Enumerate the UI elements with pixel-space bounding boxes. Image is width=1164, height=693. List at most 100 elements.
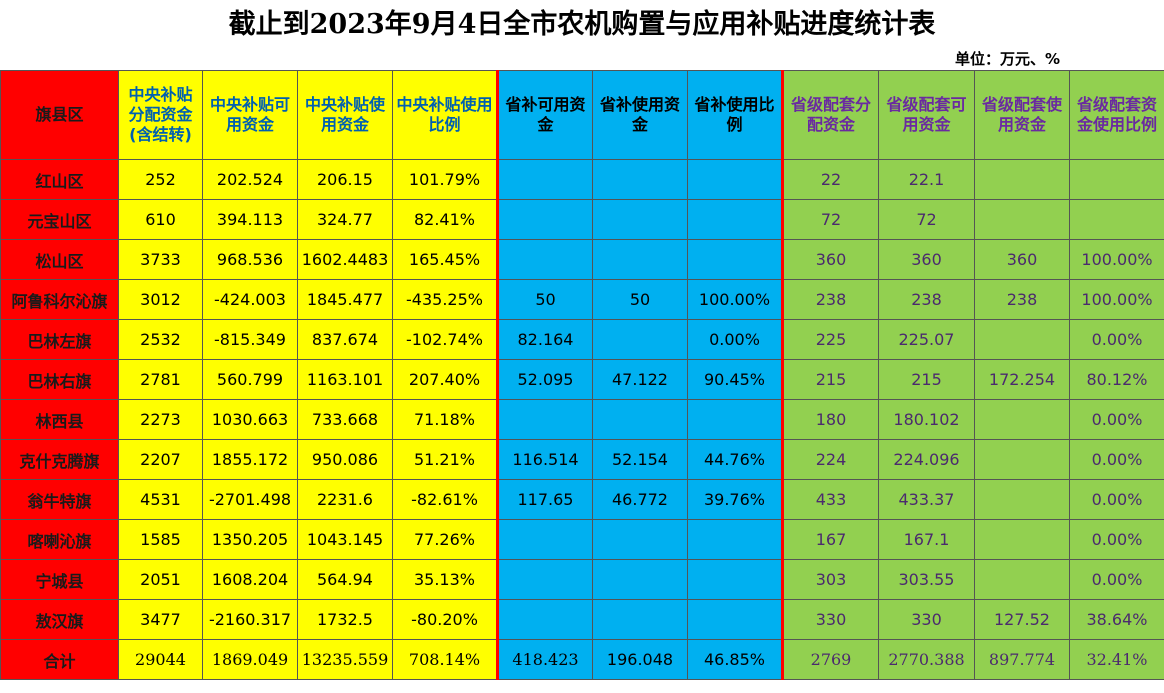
value-cell — [497, 199, 593, 240]
value-cell: -815.349 — [202, 319, 298, 360]
data-row: 翁牛特旗 4531 -2701.498 2231.6 -82.61% 117.65 46.7… — [0, 479, 1164, 520]
value-cell: 2231.6 — [297, 479, 393, 520]
value-cell: 225.07 — [878, 319, 975, 360]
value-cell: 3733 — [118, 239, 203, 280]
value-cell — [687, 559, 784, 600]
value-cell — [592, 159, 688, 200]
region-cell: 喀喇沁旗 — [0, 519, 119, 560]
region-cell: 松山区 — [0, 239, 119, 280]
value-cell: 13235.559 — [297, 639, 393, 680]
value-cell — [1069, 159, 1164, 200]
value-cell: -2160.317 — [202, 599, 298, 640]
value-cell: 418.423 — [497, 639, 593, 680]
value-cell: 117.65 — [497, 479, 593, 520]
header-row: 旗县区 中央补贴分配资金(含结转) 中央补贴可用资金 中央补贴使用资金 中央补贴使用比例… — [0, 70, 1164, 160]
value-cell: 116.514 — [497, 439, 593, 480]
value-cell: 0.00% — [1069, 559, 1164, 600]
value-cell: 1043.145 — [297, 519, 393, 560]
data-row: 阿鲁科尔沁旗 3012 -424.003 1845.477 -435.25% 50 50 10… — [0, 279, 1164, 320]
value-cell: 29044 — [118, 639, 203, 680]
value-cell: 330 — [782, 599, 879, 640]
value-cell: 303.55 — [878, 559, 975, 600]
value-cell: 1163.101 — [297, 359, 393, 400]
data-row: 红山区 252 202.524 206.15 101.79% 22 22.1 — [0, 159, 1164, 200]
value-cell: 82.164 — [497, 319, 593, 360]
data-row: 喀喇沁旗 1585 1350.205 1043.145 77.26% 167 167.1 0.… — [0, 519, 1164, 560]
value-cell: 324.77 — [297, 199, 393, 240]
value-cell: 0.00% — [1069, 519, 1164, 560]
value-cell: 46.772 — [592, 479, 688, 520]
value-cell: 100.00% — [1069, 279, 1164, 320]
value-cell: 2051 — [118, 559, 203, 600]
value-cell: 330 — [878, 599, 975, 640]
value-cell: 733.668 — [297, 399, 393, 440]
value-cell: -102.74% — [392, 319, 499, 360]
value-cell: 1869.049 — [202, 639, 298, 680]
value-cell — [974, 159, 1070, 200]
header-cell: 中央补贴使用比例 — [392, 70, 499, 160]
value-cell: 80.12% — [1069, 359, 1164, 400]
value-cell — [497, 239, 593, 280]
value-cell: 2781 — [118, 359, 203, 400]
value-cell: 1845.477 — [297, 279, 393, 320]
region-cell: 林西县 — [0, 399, 119, 440]
value-cell: 22 — [782, 159, 879, 200]
data-row: 克什克腾旗 2207 1855.172 950.086 51.21% 116.514 52.… — [0, 439, 1164, 480]
value-cell — [974, 439, 1070, 480]
value-cell: -80.20% — [392, 599, 499, 640]
value-cell: 22.1 — [878, 159, 975, 200]
value-cell: 165.45% — [392, 239, 499, 280]
value-cell: 560.799 — [202, 359, 298, 400]
header-cell: 省级配套资金使用比例 — [1069, 70, 1164, 160]
value-cell: 394.113 — [202, 199, 298, 240]
value-cell: 897.774 — [974, 639, 1070, 680]
data-row: 巴林右旗 2781 560.799 1163.101 207.40% 52.095 47.1… — [0, 359, 1164, 400]
value-cell: 2532 — [118, 319, 203, 360]
value-cell — [974, 399, 1070, 440]
value-cell: 1585 — [118, 519, 203, 560]
value-cell: 100.00% — [687, 279, 784, 320]
data-row: 合计 29044 1869.049 13235.559 708.14% 418.423 19… — [0, 639, 1164, 680]
value-cell: 0.00% — [1069, 399, 1164, 440]
region-cell: 巴林右旗 — [0, 359, 119, 400]
data-row: 元宝山区 610 394.113 324.77 82.41% 72 72 — [0, 199, 1164, 240]
region-cell: 红山区 — [0, 159, 119, 200]
value-cell: 47.122 — [592, 359, 688, 400]
value-cell: 4531 — [118, 479, 203, 520]
value-cell — [1069, 199, 1164, 240]
value-cell: 0.00% — [1069, 479, 1164, 520]
value-cell: 39.76% — [687, 479, 784, 520]
value-cell — [497, 159, 593, 200]
value-cell: 38.64% — [1069, 599, 1164, 640]
value-cell: 101.79% — [392, 159, 499, 200]
value-cell: 0.00% — [687, 319, 784, 360]
value-cell: 196.048 — [592, 639, 688, 680]
value-cell: 708.14% — [392, 639, 499, 680]
value-cell: 172.254 — [974, 359, 1070, 400]
value-cell: 1855.172 — [202, 439, 298, 480]
value-cell: 303 — [782, 559, 879, 600]
value-cell: 0.00% — [1069, 439, 1164, 480]
table-title: 截止到2023年9月4日全市农机购置与应用补贴进度统计表 — [228, 9, 936, 40]
value-cell: 968.536 — [202, 239, 298, 280]
value-cell: 207.40% — [392, 359, 499, 400]
unit-note: 单位：万元、% — [955, 50, 1061, 68]
value-cell: 35.13% — [392, 559, 499, 600]
value-cell: 3012 — [118, 279, 203, 320]
value-cell: 52.095 — [497, 359, 593, 400]
value-cell: 72 — [878, 199, 975, 240]
value-cell: 50 — [592, 279, 688, 320]
region-cell: 克什克腾旗 — [0, 439, 119, 480]
data-row: 巴林左旗 2532 -815.349 837.674 -102.74% 82.164 0.0… — [0, 319, 1164, 360]
value-cell: 3477 — [118, 599, 203, 640]
region-cell: 巴林左旗 — [0, 319, 119, 360]
value-cell: 1602.4483 — [297, 239, 393, 280]
value-cell: 224 — [782, 439, 879, 480]
value-cell — [687, 599, 784, 640]
value-cell: 238 — [782, 279, 879, 320]
region-cell: 翁牛特旗 — [0, 479, 119, 520]
value-cell — [687, 199, 784, 240]
value-cell: 180.102 — [878, 399, 975, 440]
value-cell: 564.94 — [297, 559, 393, 600]
value-cell: -82.61% — [392, 479, 499, 520]
